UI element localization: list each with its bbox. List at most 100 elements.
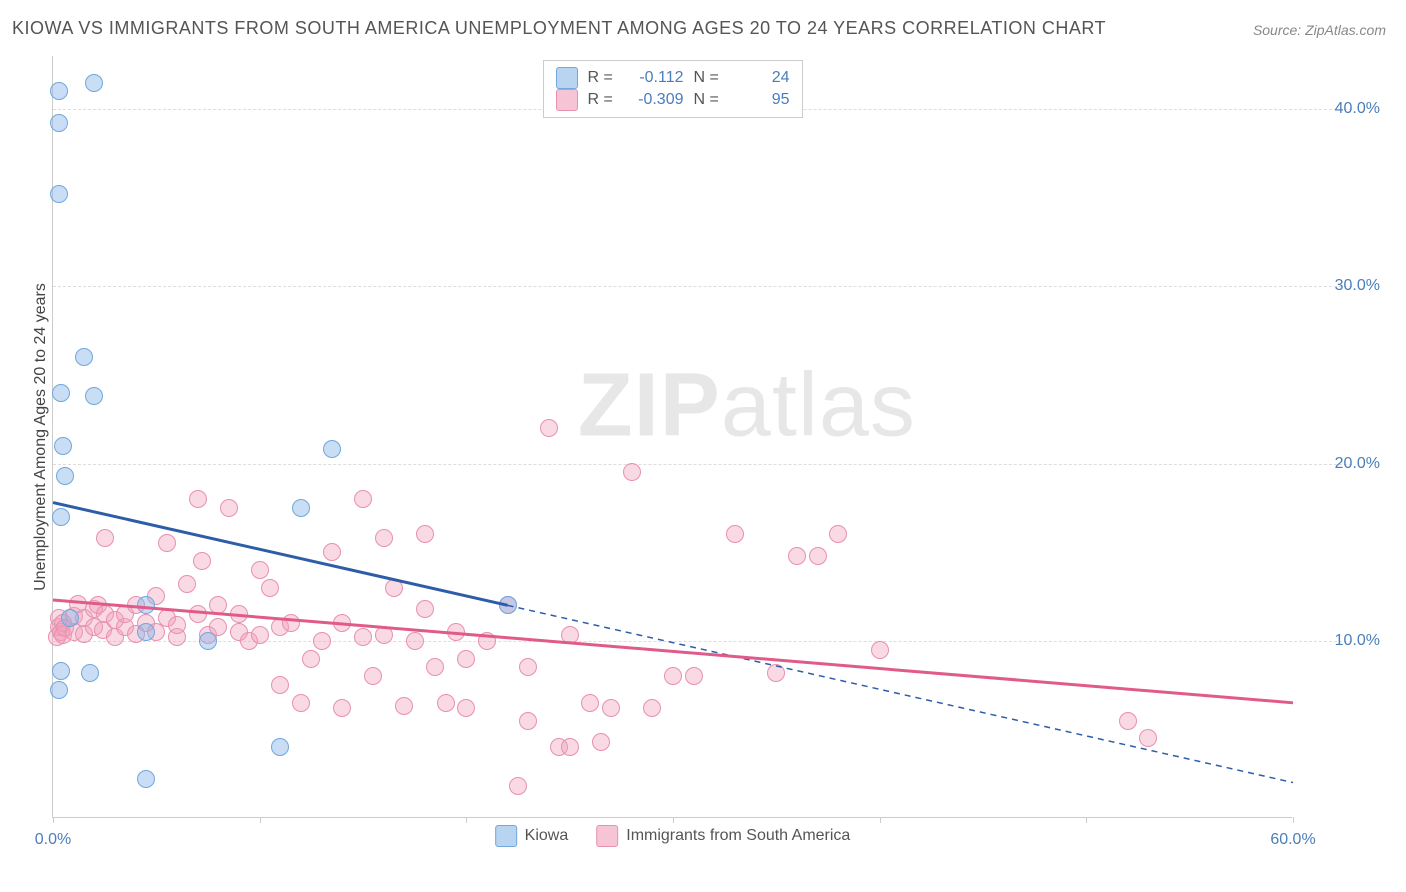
data-point — [1139, 729, 1157, 747]
data-point — [85, 387, 103, 405]
data-point — [416, 525, 434, 543]
x-tick-label: 0.0% — [35, 831, 71, 849]
data-point — [519, 712, 537, 730]
data-point — [416, 600, 434, 618]
legend-item-immigrants: Immigrants from South America — [596, 825, 850, 847]
data-point — [292, 499, 310, 517]
data-point — [50, 82, 68, 100]
data-point — [478, 632, 496, 650]
legend-r-value-kiowa: -0.112 — [626, 69, 684, 87]
y-tick-label: 10.0% — [1335, 632, 1380, 650]
data-point — [323, 543, 341, 561]
data-point — [375, 529, 393, 547]
data-point — [56, 467, 74, 485]
data-point — [623, 463, 641, 481]
data-point — [592, 733, 610, 751]
data-point — [137, 623, 155, 641]
data-point — [385, 579, 403, 597]
data-point — [189, 490, 207, 508]
legend-r-label: R = — [588, 91, 616, 109]
data-point — [292, 694, 310, 712]
data-point — [189, 605, 207, 623]
data-point — [271, 738, 289, 756]
data-point — [333, 614, 351, 632]
data-point — [406, 632, 424, 650]
data-point — [447, 623, 465, 641]
data-point — [354, 628, 372, 646]
data-point — [602, 699, 620, 717]
data-point — [52, 508, 70, 526]
data-point — [137, 596, 155, 614]
data-point — [354, 490, 372, 508]
data-point — [199, 632, 217, 650]
data-point — [251, 626, 269, 644]
data-point — [85, 74, 103, 92]
data-point — [333, 699, 351, 717]
x-tick — [53, 817, 54, 823]
x-tick — [260, 817, 261, 823]
watermark: ZIPatlas — [578, 355, 916, 458]
data-point — [178, 575, 196, 593]
data-point — [209, 596, 227, 614]
legend-n-label: N = — [694, 91, 722, 109]
data-point — [726, 525, 744, 543]
data-point — [302, 650, 320, 668]
correlation-legend: R = -0.112 N = 24 R = -0.309 N = 95 — [543, 60, 803, 118]
data-point — [54, 437, 72, 455]
source-attribution: Source: ZipAtlas.com — [1253, 22, 1386, 38]
data-point — [364, 667, 382, 685]
data-point — [395, 697, 413, 715]
data-point — [52, 384, 70, 402]
data-point — [788, 547, 806, 565]
data-point — [561, 626, 579, 644]
x-tick — [880, 817, 881, 823]
legend-n-value-immigrants: 95 — [732, 91, 790, 109]
data-point — [581, 694, 599, 712]
data-point — [499, 596, 517, 614]
data-point — [426, 658, 444, 676]
legend-item-kiowa: Kiowa — [495, 825, 569, 847]
legend-label-kiowa: Kiowa — [525, 827, 569, 845]
data-point — [540, 419, 558, 437]
data-point — [168, 616, 186, 634]
data-point — [271, 676, 289, 694]
chart-title: KIOWA VS IMMIGRANTS FROM SOUTH AMERICA U… — [12, 18, 1106, 39]
data-point — [137, 770, 155, 788]
data-point — [561, 738, 579, 756]
x-tick — [1293, 817, 1294, 823]
y-tick-label: 30.0% — [1335, 277, 1380, 295]
data-point — [664, 667, 682, 685]
legend-swatch-immigrants — [596, 825, 618, 847]
scatter-plot-area: Unemployment Among Ages 20 to 24 years Z… — [52, 56, 1292, 818]
data-point — [509, 777, 527, 795]
gridline — [53, 286, 1352, 287]
data-point — [50, 185, 68, 203]
data-point — [81, 664, 99, 682]
series-legend: Kiowa Immigrants from South America — [495, 825, 851, 847]
y-tick-label: 20.0% — [1335, 455, 1380, 473]
data-point — [220, 499, 238, 517]
data-point — [457, 699, 475, 717]
data-point — [519, 658, 537, 676]
data-point — [251, 561, 269, 579]
x-tick — [1086, 817, 1087, 823]
legend-n-value-kiowa: 24 — [732, 69, 790, 87]
trend-lines-layer — [53, 56, 1292, 817]
legend-label-immigrants: Immigrants from South America — [626, 827, 850, 845]
legend-r-label: R = — [588, 69, 616, 87]
gridline — [53, 464, 1352, 465]
data-point — [767, 664, 785, 682]
data-point — [52, 662, 70, 680]
trend-line-dashed — [508, 605, 1293, 782]
legend-n-label: N = — [694, 69, 722, 87]
data-point — [261, 579, 279, 597]
data-point — [282, 614, 300, 632]
data-point — [158, 534, 176, 552]
legend-row-kiowa: R = -0.112 N = 24 — [556, 67, 790, 89]
data-point — [313, 632, 331, 650]
x-tick — [673, 817, 674, 823]
data-point — [50, 681, 68, 699]
data-point — [437, 694, 455, 712]
data-point — [829, 525, 847, 543]
legend-swatch-immigrants — [556, 89, 578, 111]
